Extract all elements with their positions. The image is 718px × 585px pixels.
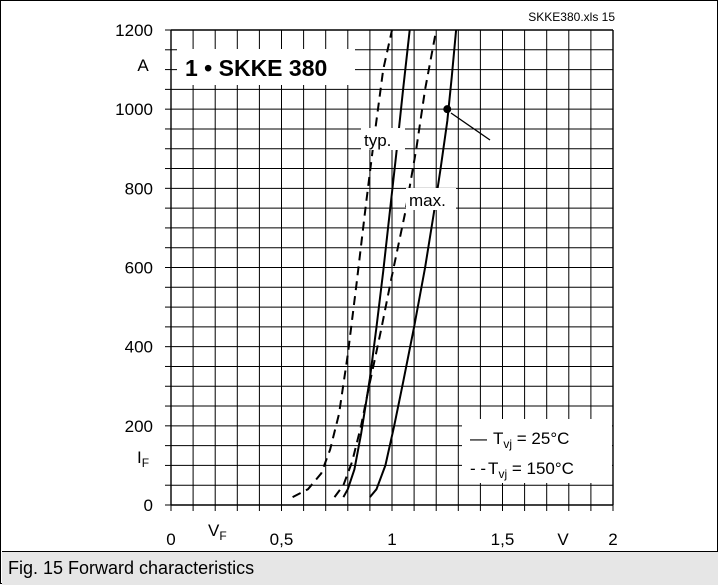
y-axis-symbol-base: I xyxy=(137,448,142,467)
y-tick-label: 400 xyxy=(125,338,153,357)
annotation-typ-bg xyxy=(361,128,405,150)
x-axis-symbol-base: V xyxy=(208,521,220,540)
legend-box xyxy=(462,419,612,483)
x-axis-symbol-sub: F xyxy=(219,529,226,543)
x-axis-symbol: VF xyxy=(208,521,227,543)
y-axis-symbol-sub: F xyxy=(142,456,149,470)
chart-title: 1 • SKKE 380 xyxy=(185,55,327,81)
legend-entry-25c: — Tvj = 25°C xyxy=(470,429,569,451)
legend-entry-150c-symbol: T xyxy=(488,459,498,478)
y-tick-label: 1000 xyxy=(115,100,153,119)
legend-entry-150c-marker: - - xyxy=(470,459,486,478)
curve-max-150C xyxy=(333,29,438,498)
curve-typ-25C xyxy=(342,29,411,498)
caption-bar: Fig. 15 Forward characteristics xyxy=(2,551,718,585)
y-tick-label: 0 xyxy=(144,496,153,515)
curve-typ-150C xyxy=(292,29,393,498)
x-unit-label: V xyxy=(557,530,569,549)
annotation-max: max. xyxy=(409,191,446,210)
marker-point xyxy=(443,105,452,114)
legend: — Tvj = 25°C - - Tvj = 150°C xyxy=(470,429,574,481)
figure-caption: Fig. 15 Forward characteristics xyxy=(8,558,255,578)
annotation-max-bg xyxy=(406,188,456,210)
legend-entry-150c-sub: vj xyxy=(498,467,507,481)
legend-entry-150c-text: = 150°C xyxy=(507,459,574,478)
annotation-typ: typ. xyxy=(364,131,391,150)
legend-entry-150c: - - Tvj = 150°C xyxy=(470,459,574,481)
marker-arrow xyxy=(450,112,491,141)
y-axis-symbol: IF xyxy=(137,448,149,470)
y-tick-label: 800 xyxy=(125,179,153,198)
title-box xyxy=(177,49,355,85)
x-tick-label: 2 xyxy=(608,530,617,549)
file-reference: SKKE380.xls 15 xyxy=(528,10,615,24)
y-tick-label: 1200 xyxy=(115,21,153,40)
x-tick-label: 1,5 xyxy=(491,530,515,549)
legend-entry-25c-text: = 25°C xyxy=(512,429,569,448)
y-tick-label: 200 xyxy=(125,417,153,436)
x-tick-label: 1 xyxy=(387,530,396,549)
curve-max-25C xyxy=(369,29,458,498)
y-unit-label: A xyxy=(137,56,149,75)
legend-entry-25c-symbol: T xyxy=(493,429,503,448)
x-tick-label: 0 xyxy=(166,530,175,549)
y-tick-label: 600 xyxy=(125,259,153,278)
legend-entry-25c-marker: — xyxy=(470,429,487,448)
legend-entry-25c-sub: vj xyxy=(503,437,512,451)
forward-characteristics-chart: 0 200 400 600 800 1000 1200 0 0,5 1 1,5 2 SKKE380.x… xyxy=(115,10,618,549)
x-tick-label: 0,5 xyxy=(270,530,294,549)
